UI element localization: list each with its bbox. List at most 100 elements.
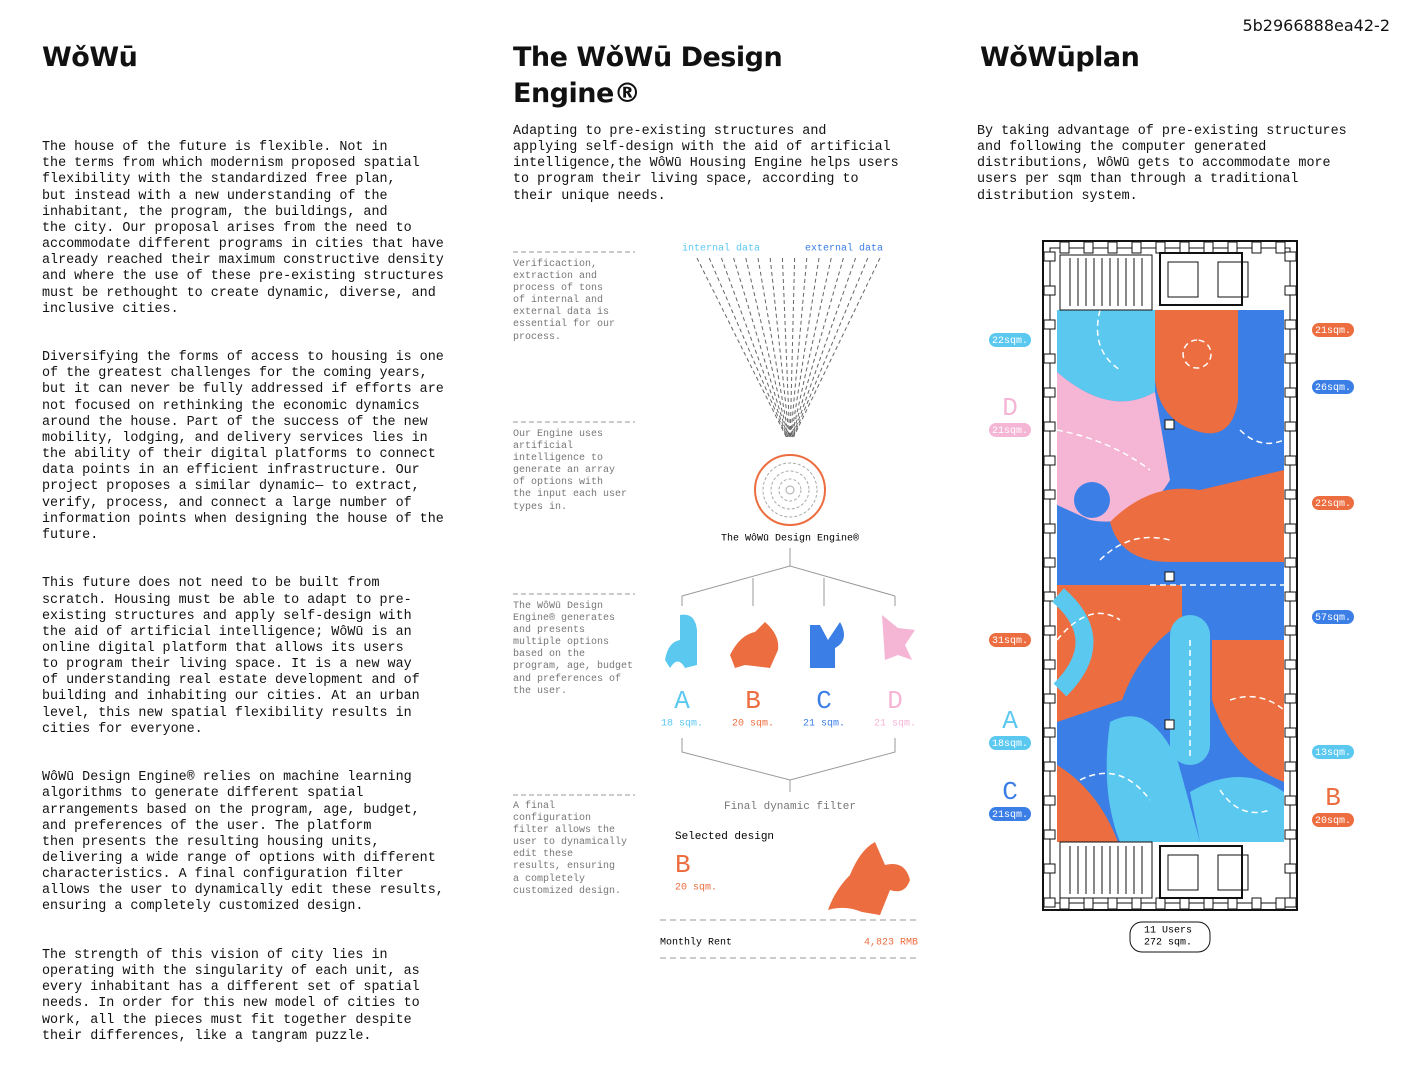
engine-circle [754,454,826,526]
window [1227,241,1238,254]
option-area: 20 sqm. [732,719,774,730]
data-line [792,257,869,438]
paragraph: Diversifying the forms of access to hous… [42,350,444,543]
window [1043,421,1056,432]
window [1284,761,1297,772]
area-tag [1312,496,1354,510]
window [1043,557,1056,568]
window [1284,421,1297,432]
window [1043,251,1056,262]
data-line [791,257,832,438]
window [1284,829,1297,840]
window [1043,693,1056,704]
data-line [733,257,789,438]
note-dividers [513,251,635,796]
window [1284,557,1297,568]
window [1043,659,1056,670]
data-line [696,257,787,438]
unit [1057,765,1118,842]
area-tag-label: 57sqm. [1315,613,1351,624]
window [1043,591,1056,602]
window [1083,241,1094,254]
option-area: 18 sqm. [661,719,703,730]
rent-label: Monthly Rent [660,937,732,949]
selected-letter: B [675,850,691,880]
unit-letter: C [1002,777,1018,807]
window [1043,319,1056,330]
unit [1074,482,1110,518]
intro-title: WǒWū [42,42,138,73]
intro-text: The house of the future is flexible. Not… [42,124,444,1077]
option-area: 21 sqm. [803,719,845,730]
columns [1164,419,1175,730]
window [1284,897,1297,908]
data-line [790,257,808,438]
window [1043,625,1056,636]
rent-dividers [660,919,918,959]
side-note: Verificaction, extraction and process of… [513,259,616,343]
window [1284,625,1297,636]
window [1043,285,1056,296]
side-note: A final configuration filter allows the … [513,801,628,897]
window [1284,693,1297,704]
window [1203,241,1214,254]
stair-steps [1069,846,1143,894]
option-shape [882,615,915,660]
unit [1051,588,1094,697]
unit [1106,716,1200,842]
option-area: 21 sqm. [874,719,916,730]
area-tag [989,333,1031,347]
ring [762,462,818,518]
connector [681,738,896,781]
window [1275,897,1286,910]
side-note: Our Engine uses artificial intelligence … [513,429,628,513]
unit-letter: A [1002,706,1018,736]
window [1043,897,1056,908]
area-tag-label: 21sqm. [992,810,1028,821]
window [1179,241,1190,254]
input-label: internal data [682,243,760,255]
engine-label: The WôWū Design Engine® [721,533,859,545]
selected-area: 20 sqm. [675,883,717,894]
data-line [792,257,857,438]
summary-users: 11 Users [1144,926,1192,937]
area-tag [1312,745,1354,759]
window [1043,455,1056,466]
data-line [708,257,788,438]
page: 5b2966888ea42-2 WǒWū The house of the fu… [42,16,1390,1044]
engine-text: Adapting to pre-existing structures and … [513,124,899,204]
plan-text: By taking advantage of pre-existing stru… [977,124,1347,204]
unit-letter: B [1325,783,1341,813]
window [1179,897,1190,910]
window [1155,897,1166,910]
elevator [1217,261,1249,298]
filter-label: Final dynamic filter [724,801,856,813]
window [1043,863,1056,874]
plan-inner-frame [1049,247,1291,904]
window [1284,489,1297,500]
window [1284,387,1297,398]
data-line [790,257,820,438]
unit [1110,470,1284,562]
column [1164,719,1175,730]
area-tag-label: 22sqm. [1315,499,1351,510]
window [1043,353,1056,364]
selected-label: Selected design [675,831,774,843]
selected-shape [828,842,910,915]
elevator-core [1159,252,1243,306]
window [1284,523,1297,534]
window [1275,241,1286,254]
elevator-core [1159,845,1243,899]
window [1284,353,1297,364]
summary-box [1129,921,1211,953]
option-shape [730,622,779,668]
window [1059,897,1070,910]
partitions [1056,309,1285,814]
windows [1043,241,1297,910]
floor-plan [1042,240,1298,911]
area-tag [989,807,1031,821]
window [1043,829,1056,840]
area-tag-label: 18sqm. [992,739,1028,750]
engine-ring [754,454,826,526]
area-tag-label: 20sqm. [1315,816,1351,827]
